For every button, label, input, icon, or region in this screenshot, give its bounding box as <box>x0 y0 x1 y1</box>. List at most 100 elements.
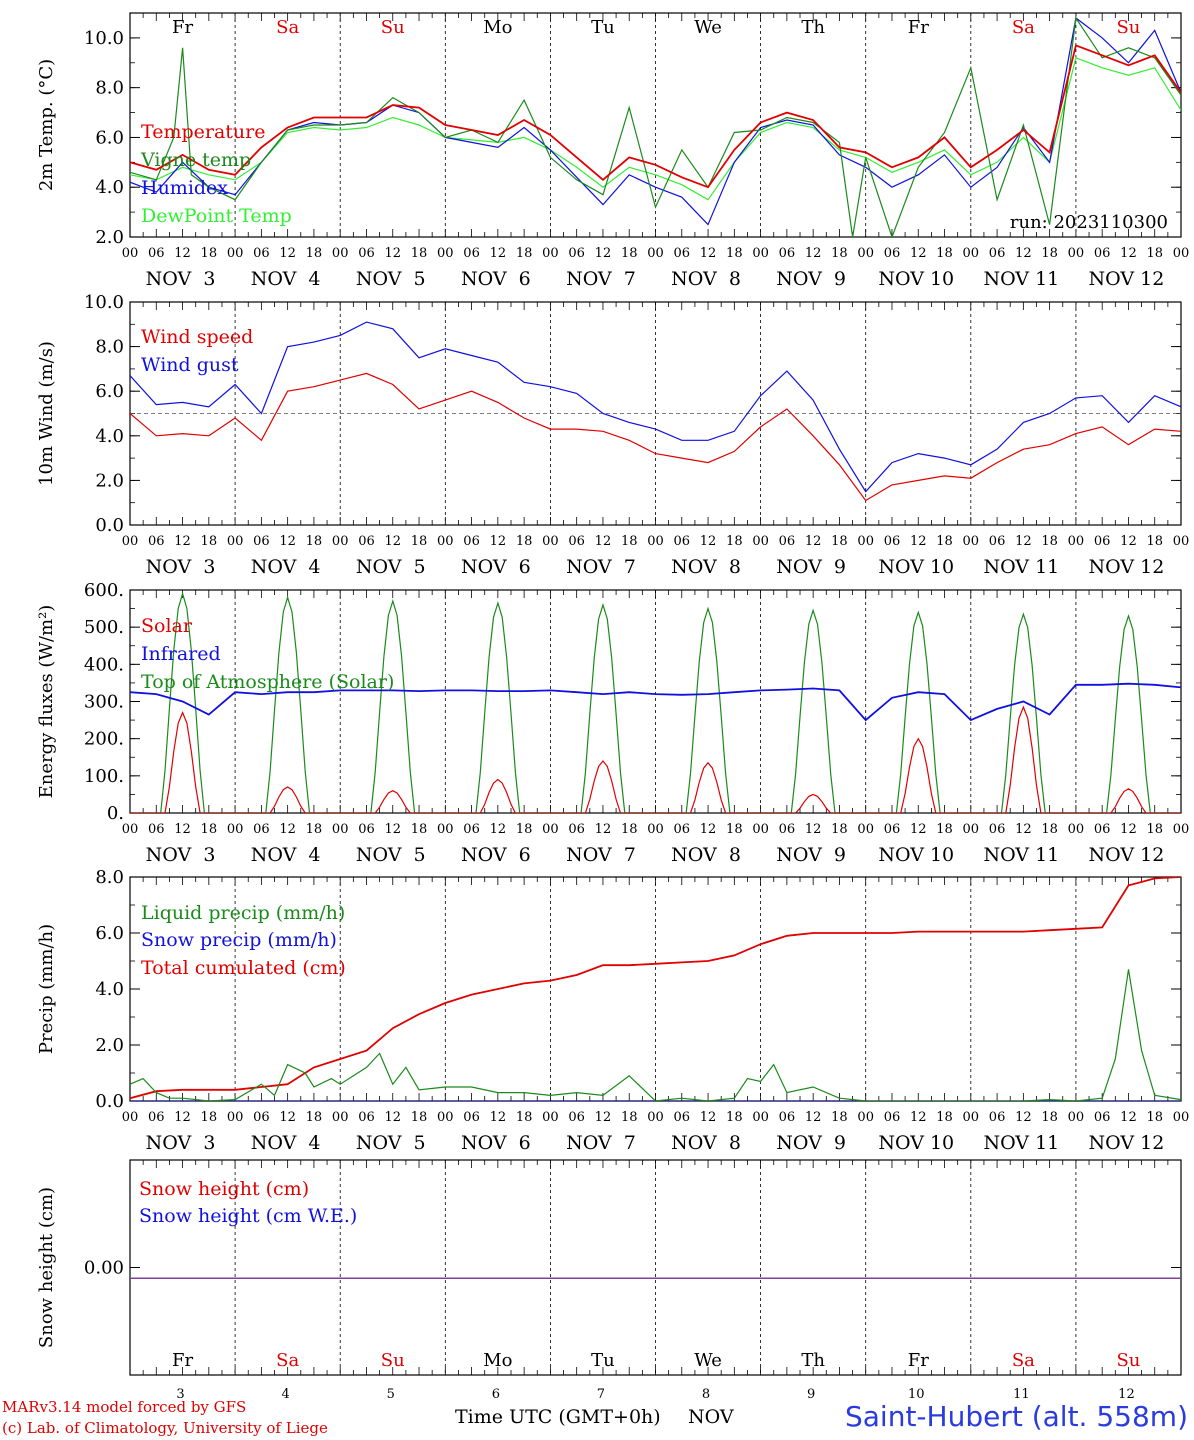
hour-tick-label: 00 <box>1068 534 1085 549</box>
hour-tick-label: 18 <box>936 1110 953 1125</box>
hour-tick-label: 06 <box>884 822 901 837</box>
hour-tick-label: 12 <box>279 822 296 837</box>
date-label: NOV 5 <box>356 1132 426 1154</box>
hour-tick-label: 06 <box>568 822 585 837</box>
hour-tick-label: 00 <box>752 822 769 837</box>
y-tick-label: 6.0 <box>95 127 124 148</box>
hour-tick-label: 12 <box>700 822 717 837</box>
y-tick-label: 8.0 <box>95 337 124 358</box>
hour-tick-label: 18 <box>201 534 218 549</box>
hour-tick-label: 18 <box>1146 1110 1163 1125</box>
hour-tick-label: 00 <box>122 246 139 261</box>
hour-tick-label: 00 <box>752 246 769 261</box>
hour-tick-label: 12 <box>1120 246 1137 261</box>
legend-entry: Wind gust <box>141 354 239 376</box>
hour-tick-label: 06 <box>989 534 1006 549</box>
date-label: NOV 9 <box>776 1132 846 1154</box>
hour-tick-label: 12 <box>700 246 717 261</box>
hour-tick-label: 00 <box>647 1110 664 1125</box>
hour-tick-label: 12 <box>490 246 507 261</box>
hour-tick-label: 00 <box>752 534 769 549</box>
hour-tick-label: 18 <box>411 246 428 261</box>
y-axis-label: 10m Wind (m/s) <box>36 341 57 486</box>
hour-tick-label: 12 <box>174 1110 191 1125</box>
hour-tick-label: 06 <box>779 246 796 261</box>
hour-tick-label: 18 <box>936 534 953 549</box>
date-label: NOV 12 <box>1089 268 1165 290</box>
hour-tick-label: 18 <box>1146 534 1163 549</box>
day-of-week-label: Su <box>381 1350 405 1371</box>
date-label: NOV 8 <box>671 844 741 866</box>
hour-tick-label: 12 <box>279 1110 296 1125</box>
date-label: NOV 10 <box>878 844 954 866</box>
date-label: NOV 10 <box>878 268 954 290</box>
month-label: NOV <box>688 1406 734 1428</box>
y-tick-label: 0. <box>107 803 124 824</box>
hour-tick-label: 12 <box>595 1110 612 1125</box>
day-of-week-label: Sa <box>276 17 299 38</box>
day-of-week-label: Mo <box>483 17 512 38</box>
time-axis-label: Time UTC (GMT+0h) <box>455 1406 661 1428</box>
hour-tick-label: 12 <box>910 534 927 549</box>
series-line-infrared <box>130 682 1181 722</box>
hour-tick-label: 18 <box>1041 246 1058 261</box>
date-label: NOV 5 <box>356 556 426 578</box>
legend-entry: DewPoint Temp <box>141 205 292 227</box>
hour-tick-label: 12 <box>700 1110 717 1125</box>
hour-tick-label: 06 <box>1094 246 1111 261</box>
y-tick-label: 0.0 <box>95 515 124 536</box>
legend-entry: Liquid precip (mm/h) <box>141 902 345 924</box>
hour-tick-label: 12 <box>910 246 927 261</box>
day-of-week-label: Mo <box>483 1350 512 1371</box>
station-title: Saint-Hubert (alt. 558m) <box>844 1400 1188 1433</box>
hour-tick-label: 12 <box>174 534 191 549</box>
date-label: NOV 8 <box>671 1132 741 1154</box>
hour-tick-label: 00 <box>647 534 664 549</box>
model-credit: MARv3.14 model forced by GFS <box>2 1398 247 1416</box>
hour-tick-label: 18 <box>306 246 323 261</box>
date-number-label: 12 <box>1118 1387 1135 1402</box>
hour-tick-label: 06 <box>463 822 480 837</box>
date-label: NOV 12 <box>1089 844 1165 866</box>
hour-tick-label: 00 <box>332 1110 349 1125</box>
hour-tick-label: 00 <box>122 534 139 549</box>
date-label: NOV 6 <box>461 556 531 578</box>
hour-tick-label: 18 <box>1146 822 1163 837</box>
date-label: NOV 4 <box>251 844 321 866</box>
date-label: NOV 7 <box>566 844 636 866</box>
date-label: NOV 7 <box>566 556 636 578</box>
y-tick-label: 4.0 <box>95 177 124 198</box>
hour-tick-label: 00 <box>752 1110 769 1125</box>
hour-tick-label: 00 <box>1068 822 1085 837</box>
hour-tick-label: 06 <box>463 246 480 261</box>
hour-tick-label: 00 <box>963 1110 980 1125</box>
y-axis-label: Snow height (cm) <box>36 1187 57 1348</box>
hour-tick-label: 12 <box>174 246 191 261</box>
day-of-week-label: Sa <box>276 1350 299 1371</box>
date-label: NOV 12 <box>1089 556 1165 578</box>
legend-entry: Top of Atmosphere (Solar) <box>141 671 394 693</box>
hour-tick-label: 00 <box>1068 246 1085 261</box>
date-label: NOV 8 <box>671 556 741 578</box>
hour-tick-label: 12 <box>490 822 507 837</box>
hour-tick-label: 18 <box>1041 822 1058 837</box>
hour-tick-label: 06 <box>779 822 796 837</box>
hour-tick-label: 12 <box>910 822 927 837</box>
hour-tick-label: 06 <box>989 246 1006 261</box>
hour-tick-label: 00 <box>332 534 349 549</box>
day-of-week-label: Fr <box>172 1350 193 1371</box>
hour-tick-label: 18 <box>726 246 743 261</box>
panel-5: 0.00 Snow height (cm) Snow height (cm) Snow… <box>36 1159 1182 1402</box>
hour-tick-label: 18 <box>306 534 323 549</box>
hour-tick-label: 00 <box>647 822 664 837</box>
day-of-week-label: Tu <box>591 1350 615 1371</box>
hour-tick-label: 18 <box>831 1110 848 1125</box>
hour-tick-label: 12 <box>384 822 401 837</box>
hour-tick-label: 18 <box>411 822 428 837</box>
hour-tick-label: 00 <box>963 822 980 837</box>
y-tick-label: 2.0 <box>95 227 124 248</box>
hour-tick-label: 18 <box>936 822 953 837</box>
hour-tick-label: 18 <box>726 822 743 837</box>
day-of-week-label: Su <box>1116 17 1140 38</box>
legend-entry: Wind speed <box>141 326 253 348</box>
